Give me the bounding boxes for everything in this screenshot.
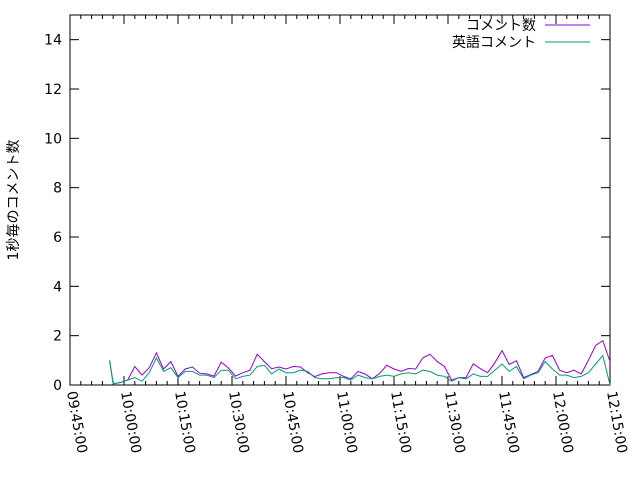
x-tick-label: 10:45:00: [279, 390, 306, 455]
y-tick-label: 2: [53, 329, 62, 345]
legend-label-1: 英語コメント: [452, 34, 536, 51]
x-tick-label: 10:15:00: [171, 390, 198, 455]
y-axis-label: 1秒毎のコメント数: [6, 140, 22, 261]
legend-label-0: コメント数: [466, 18, 536, 34]
y-tick-label: 10: [44, 131, 62, 147]
x-tick-label: 12:15:00: [603, 390, 630, 455]
x-tick-label: 11:00:00: [333, 390, 360, 455]
x-tick-label: 09:45:00: [63, 390, 90, 455]
y-tick-label: 0: [53, 378, 62, 394]
plot-frame: [69, 14, 611, 386]
series-line-0: [109, 339, 611, 385]
y-tick-label: 4: [53, 279, 62, 295]
x-tick-label: 10:00:00: [117, 390, 144, 455]
x-tick-label: 11:15:00: [387, 390, 414, 455]
axes: 0 2 4 6 8 10 12 14 09:45:00 10:00:00 10:15:00 10:30…: [44, 14, 630, 455]
y-tick-label: 14: [44, 33, 62, 49]
y-tick-label: 12: [44, 82, 62, 98]
series-line-1: [109, 354, 611, 386]
x-tick-label: 12:00:00: [549, 390, 576, 455]
x-tick-label: 10:30:00: [225, 390, 252, 455]
x-tick-label: 11:45:00: [495, 390, 522, 455]
y-tick-label: 6: [53, 230, 62, 246]
legend: コメント数 英語コメント: [452, 18, 590, 51]
series-group: [109, 339, 611, 386]
x-tick-label: 11:30:00: [441, 390, 468, 455]
y-tick-label: 8: [53, 181, 62, 197]
